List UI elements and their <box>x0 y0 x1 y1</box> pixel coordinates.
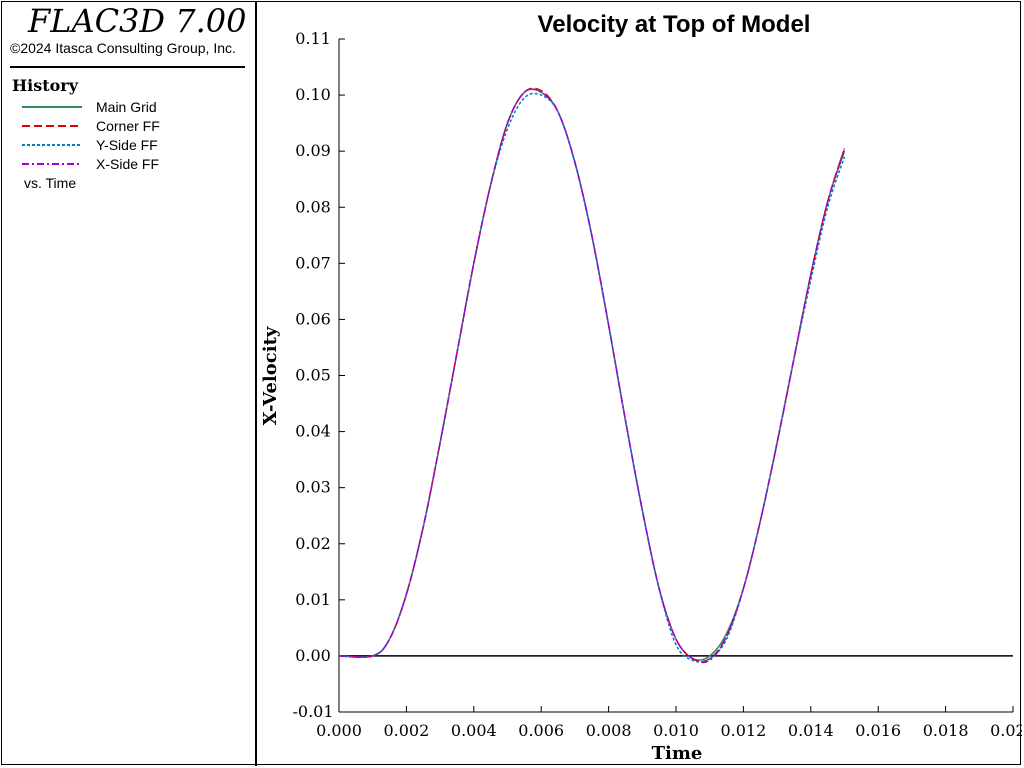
x-tick-label: 0.006 <box>518 721 564 740</box>
x-tick-label: 0.018 <box>923 721 969 740</box>
legend-label: Main Grid <box>96 99 157 115</box>
legend-item-x-side-ff: X-Side FF <box>20 156 250 174</box>
y-tick-label: 0.10 <box>295 85 331 104</box>
legend-heading: History <box>12 76 78 95</box>
x-tick-label: 0.008 <box>586 721 632 740</box>
legend-item-main-grid: Main Grid <box>20 99 250 117</box>
legend-line-swatch <box>22 144 82 146</box>
copyright-text: ©2024 Itasca Consulting Group, Inc. <box>10 40 236 56</box>
y-tick-label: 0.03 <box>295 478 331 497</box>
y-tick-label: -0.01 <box>292 702 333 721</box>
x-tick-label: 0.012 <box>720 721 766 740</box>
x-tick-label: 0.002 <box>383 721 429 740</box>
legend-item-corner-ff: Corner FF <box>20 118 250 136</box>
x-axis-label: Time <box>652 743 703 764</box>
legend-item-y-side-ff: Y-Side FF <box>20 137 250 155</box>
y-tick-label: 0.07 <box>295 253 331 272</box>
legend-label: Corner FF <box>96 118 160 134</box>
legend-vs-label: vs. Time <box>24 175 77 191</box>
y-tick-label: 0.02 <box>295 534 331 553</box>
series-line-corner-ff <box>338 87 846 663</box>
series-line-x-side-ff <box>338 88 846 664</box>
x-tick-label: 0.014 <box>788 721 834 740</box>
y-tick-label: 0.06 <box>295 309 331 328</box>
y-tick-label: 0.01 <box>295 590 331 609</box>
chart-title: Velocity at Top of Model <box>538 11 811 38</box>
x-tick-label: 0.020 <box>990 721 1022 740</box>
y-tick-label: 0.05 <box>295 366 331 385</box>
y-tick-label: 0.11 <box>295 29 331 48</box>
series-line-main-grid <box>338 88 846 661</box>
legend-separator <box>10 66 245 68</box>
y-tick-label: 0.04 <box>295 422 331 441</box>
y-axis-label: X-Velocity <box>260 326 281 425</box>
legend-label: Y-Side FF <box>96 137 158 153</box>
legend-line-swatch <box>22 125 82 127</box>
x-tick-label: 0.010 <box>653 721 699 740</box>
x-tick-label: 0.016 <box>855 721 901 740</box>
y-tick-label: 0.00 <box>295 646 331 665</box>
panel-divider <box>255 1 257 766</box>
series-line-y-side-ff <box>338 92 846 663</box>
y-tick-label: 0.08 <box>295 197 331 216</box>
y-tick-label: 0.09 <box>295 141 331 160</box>
series-lines <box>338 87 1013 664</box>
y-axis: -0.01 0.00 0.01 0.02 0.03 0.04 0.05 0.06 0.07 0.0… <box>292 29 345 721</box>
x-tick-label: 0.000 <box>316 721 362 740</box>
x-tick-label: 0.004 <box>451 721 497 740</box>
x-axis: 0.000 0.002 0.004 0.006 0.008 0.010 0.012 0.014… <box>316 706 1022 740</box>
velocity-chart: Velocity at Top of Model -0.01 0.00 0.01 0.… <box>260 11 1022 764</box>
app-title: FLAC3D 7.00 <box>28 2 247 40</box>
legend-line-swatch <box>22 106 82 108</box>
legend-label: X-Side FF <box>96 156 160 172</box>
legend-line-swatch <box>22 163 82 165</box>
